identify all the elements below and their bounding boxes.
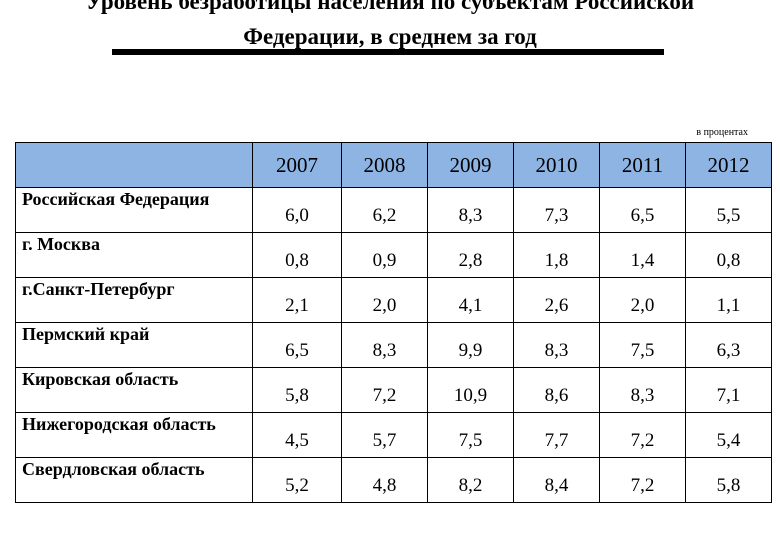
value-cell-2012: 7,1 [685,367,772,413]
title-underline [112,49,664,55]
region-name: Пермский край [15,322,253,368]
value-cell-2008: 6,2 [341,187,428,233]
value-cell-2009: 9,9 [427,322,514,368]
value-cell-2012: 5,5 [685,187,772,233]
value-cell-2012: 6,3 [685,322,772,368]
value-cell-2010: 8,3 [513,322,600,368]
title-line-1: Уровень безработицы населения по субъект… [85,0,695,14]
value-cell-2009: 2,8 [427,232,514,278]
value-cell-2012: 1,1 [685,277,772,323]
value-cell-2010: 7,7 [513,412,600,458]
value-cell-2009: 4,1 [427,277,514,323]
title-line-2: Федерации, в среднем за год [243,24,537,49]
value-cell-2008: 5,7 [341,412,428,458]
header-corner-cell [15,142,253,188]
value-cell-2010: 8,6 [513,367,600,413]
value-cell-2011: 6,5 [599,187,686,233]
table-row: Пермский край 6,5 8,3 9,9 8,3 7,5 6,3 [15,322,772,368]
year-header-2007: 2007 [252,142,342,188]
value-cell-2011: 8,3 [599,367,686,413]
region-name: г.Санкт-Петербург [15,277,253,323]
table-row: Российская Федерация 6,0 6,2 8,3 7,3 6,5 5,5 [15,187,772,233]
unemployment-table: 2007 2008 2009 2010 2011 2012 Российская… [15,142,772,503]
value-cell-2011: 2,0 [599,277,686,323]
value-cell-2008: 0,9 [341,232,428,278]
value-cell-2011: 1,4 [599,232,686,278]
value-cell-2012: 5,4 [685,412,772,458]
table-row: Кировская область 5,8 7,2 10,9 8,6 8,3 7,1 [15,367,772,413]
value-cell-2009: 8,3 [427,187,514,233]
table-row: Нижегородская область 4,5 5,7 7,5 7,7 7,2 5,4 [15,412,772,458]
value-cell-2008: 7,2 [341,367,428,413]
value-cell-2011: 7,5 [599,322,686,368]
table-row: Свердловская область 5,2 4,8 8,2 8,4 7,2 5,8 [15,457,772,503]
year-header-2010: 2010 [513,142,600,188]
value-cell-2007: 4,5 [252,412,342,458]
value-cell-2010: 2,6 [513,277,600,323]
region-name: Российская Федерация [15,187,253,233]
value-cell-2011: 7,2 [599,457,686,503]
year-header-2008: 2008 [341,142,428,188]
value-cell-2008: 8,3 [341,322,428,368]
value-cell-2007: 0,8 [252,232,342,278]
value-cell-2011: 7,2 [599,412,686,458]
value-cell-2010: 7,3 [513,187,600,233]
value-cell-2012: 0,8 [685,232,772,278]
region-name: Кировская область [15,367,253,413]
value-cell-2008: 2,0 [341,277,428,323]
value-cell-2010: 8,4 [513,457,600,503]
year-header-2011: 2011 [599,142,686,188]
value-cell-2007: 6,0 [252,187,342,233]
table-row: г.Санкт-Петербург 2,1 2,0 4,1 2,6 2,0 1,1 [15,277,772,323]
value-cell-2007: 6,5 [252,322,342,368]
value-cell-2007: 5,2 [252,457,342,503]
region-name: Нижегородская область [15,412,253,458]
value-cell-2008: 4,8 [341,457,428,503]
value-cell-2007: 2,1 [252,277,342,323]
value-cell-2012: 5,8 [685,457,772,503]
value-cell-2009: 7,5 [427,412,514,458]
value-cell-2007: 5,8 [252,367,342,413]
table-row: г. Москва 0,8 0,9 2,8 1,8 1,4 0,8 [15,232,772,278]
region-name: г. Москва [15,232,253,278]
value-cell-2009: 8,2 [427,457,514,503]
header-row: 2007 2008 2009 2010 2011 2012 [15,142,772,188]
value-cell-2010: 1,8 [513,232,600,278]
region-name: Свердловская область [15,457,253,503]
unit-note: в процентах [696,127,748,138]
year-header-2012: 2012 [685,142,772,188]
year-header-2009: 2009 [427,142,514,188]
value-cell-2009: 10,9 [427,367,514,413]
